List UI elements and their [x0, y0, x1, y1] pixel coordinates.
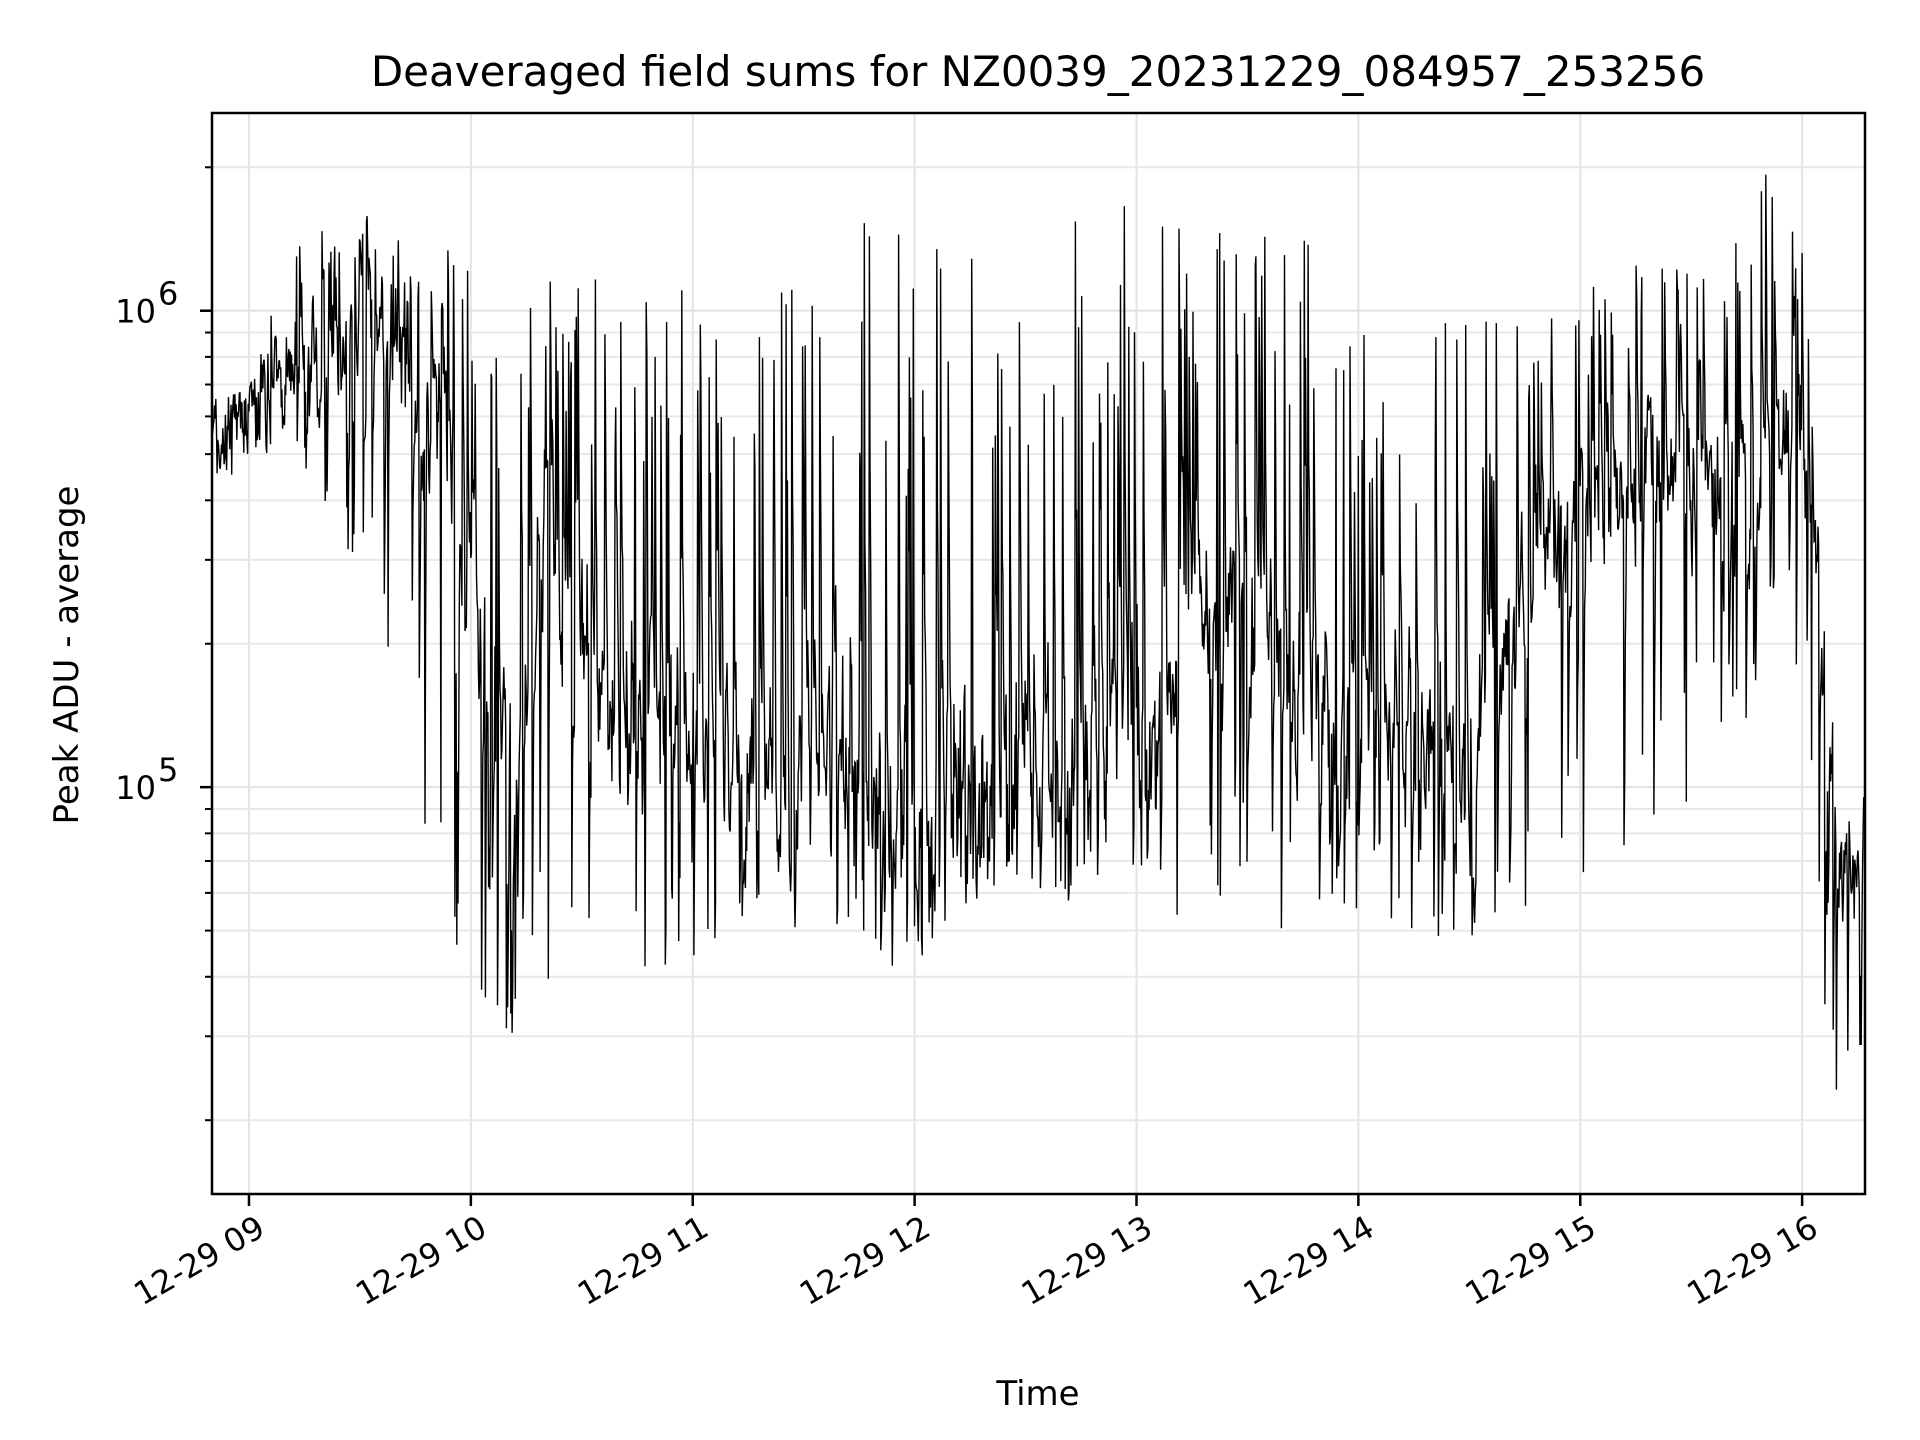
x-tick-label: 12-29 12 — [793, 1208, 937, 1313]
x-tick-label: 12-29 09 — [127, 1208, 271, 1313]
y-tick-label: 10 — [115, 769, 156, 807]
x-tick-label: 12-29 10 — [349, 1208, 493, 1313]
x-tick-label: 12-29 11 — [571, 1208, 715, 1313]
chart-title: Deaveraged field sums for NZ0039_2023122… — [371, 47, 1705, 96]
series-line — [212, 174, 1865, 1090]
x-tick-label: 12-29 14 — [1237, 1208, 1381, 1313]
plot-series — [212, 174, 1865, 1090]
y-tick-label: 10 — [115, 293, 156, 331]
y-axis-label: Peak ADU - average — [47, 486, 87, 825]
x-tick-label: 12-29 13 — [1015, 1208, 1159, 1313]
x-tick-label: 12-29 15 — [1459, 1208, 1603, 1313]
y-tick-exponent: 5 — [158, 751, 178, 789]
plot-frame — [210, 111, 1867, 1196]
x-axis-label: Time — [995, 1374, 1079, 1414]
x-tick-label: 12-29 16 — [1681, 1208, 1825, 1313]
grid-lines — [212, 113, 1865, 1194]
x-axis-ticks: 12-29 09 12-29 10 12-29 11 12-29 12 12-29 13… — [127, 1194, 1824, 1313]
y-tick-exponent: 6 — [158, 275, 178, 313]
